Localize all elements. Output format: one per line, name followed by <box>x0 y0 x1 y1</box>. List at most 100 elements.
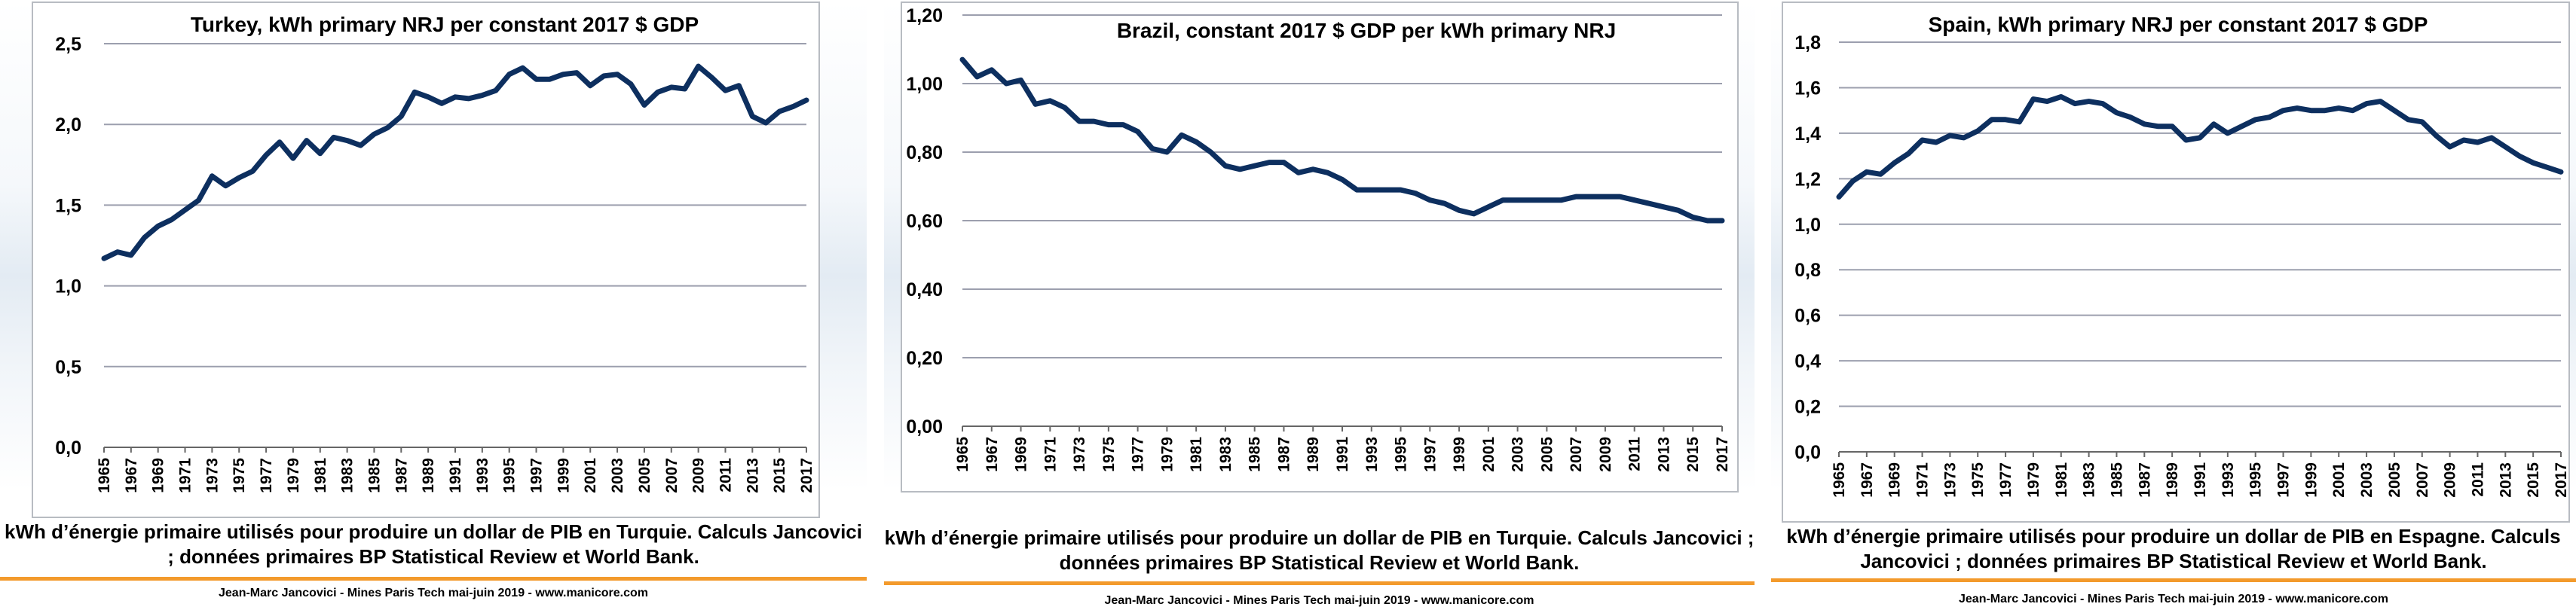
y-tick-label: 1,2 <box>1794 169 1821 190</box>
x-tick-label: 1981 <box>312 458 329 493</box>
y-tick-label: 1,4 <box>1794 124 1821 145</box>
x-tick-label: 2017 <box>2553 462 2570 498</box>
y-tick-label: 0,2 <box>1794 397 1821 418</box>
y-tick-label: 1,20 <box>906 5 943 26</box>
x-tick-label: 1999 <box>555 458 572 493</box>
chart-caption: kWh d’énergie primaire utilisés pour pro… <box>1786 525 2561 572</box>
x-tick-label: 2007 <box>1568 437 1585 472</box>
series-line <box>101 63 809 261</box>
x-tick-label: 1969 <box>150 458 167 493</box>
x-tick-label: 2003 <box>2358 462 2376 498</box>
x-tick-label: 1997 <box>2275 462 2293 498</box>
footer-credit: Jean-Marc Jancovici - Mines Paris Tech m… <box>219 587 648 599</box>
x-tick-label: 1991 <box>1334 437 1351 472</box>
chart-panel-turkey: 0,0 0,5 1,0 1,5 2,0 2,5 1965 1967 1969 1971 1973 19… <box>0 0 867 613</box>
chart-panel-spain: 0,0 0,2 0,4 0,6 0,8 1,0 1,2 1,4 1,6 1,8 1965 1967 19… <box>1771 0 2576 613</box>
x-tick-label: 2011 <box>1626 437 1644 471</box>
y-tick-label: 0,20 <box>906 348 943 369</box>
y-tick-label: 1,0 <box>1794 215 1821 236</box>
footer-credit: Jean-Marc Jancovici - Mines Paris Tech m… <box>1104 594 1534 607</box>
chart-title: Brazil, constant 2017 $ GDP per kWh prim… <box>1117 19 1616 42</box>
x-tick-label: 2015 <box>1684 437 1702 472</box>
chart-caption: kWh d’énergie primaire utilisés pour pro… <box>5 520 862 568</box>
line-chart-brazil: 0,00 0,20 0,40 0,60 0,80 1,00 1,20 1965 1967 1969… <box>906 5 1731 472</box>
y-tick-label: 2,5 <box>55 34 81 55</box>
y-tick-label: 0,4 <box>1794 351 1821 372</box>
y-tick-label: 0,0 <box>55 438 81 459</box>
x-tick-label: 2013 <box>744 458 761 493</box>
x-tick-label: 1965 <box>96 458 113 493</box>
x-tick-label: 1967 <box>984 437 1001 472</box>
x-tick-label: 1993 <box>1363 437 1381 472</box>
x-tick-label: 1999 <box>2302 462 2320 498</box>
y-tick-label: 0,80 <box>906 142 943 163</box>
x-tick-label: 2015 <box>2525 462 2542 498</box>
x-tick-label: 2009 <box>690 458 708 493</box>
x-tick-label: 1995 <box>1393 437 1410 472</box>
x-tick-label: 2009 <box>1597 437 1614 472</box>
x-tick-label: 2001 <box>1480 437 1498 472</box>
x-tick-label: 2013 <box>2497 462 2514 498</box>
y-tick-label: 0,60 <box>906 211 943 232</box>
x-tick-label: 1965 <box>954 437 971 472</box>
x-tick-label: 1981 <box>1188 437 1205 472</box>
line-chart-spain: 0,0 0,2 0,4 0,6 0,8 1,0 1,2 1,4 1,6 1,8 1965 1967 19… <box>1794 13 2570 498</box>
x-tick-label: 1983 <box>2081 462 2098 498</box>
x-tick-label: 1969 <box>1013 437 1030 472</box>
y-tick-label: 1,00 <box>906 74 943 95</box>
x-tick-label: 2005 <box>636 458 653 493</box>
x-tick-label: 2005 <box>2386 462 2403 498</box>
footer-rule <box>884 581 1755 585</box>
x-tick-label: 2015 <box>771 458 788 493</box>
x-tick-label: 2001 <box>582 458 599 493</box>
x-tick-label: 2003 <box>1510 437 1527 472</box>
chart-caption: kWh d’énergie primaire utilisés pour pro… <box>884 526 1755 574</box>
y-tick-label: 0,0 <box>1794 442 1821 463</box>
x-tick-label: 1981 <box>2053 462 2070 498</box>
x-tick-label: 1997 <box>528 458 546 493</box>
y-tick-label: 0,40 <box>906 279 943 300</box>
x-tick-label: 1987 <box>393 458 410 493</box>
x-tick-label: 1979 <box>1158 437 1176 472</box>
y-tick-label: 0,00 <box>906 416 943 438</box>
x-tick-label: 1973 <box>203 458 221 493</box>
x-tick-label: 2001 <box>2330 462 2348 498</box>
x-tick-label: 1971 <box>1914 462 1932 498</box>
x-tick-label: 1971 <box>177 458 194 493</box>
x-tick-label: 1985 <box>2108 462 2125 498</box>
x-tick-label: 1991 <box>447 458 464 493</box>
x-tick-label: 1991 <box>2192 462 2209 498</box>
y-tick-label: 1,0 <box>55 276 81 297</box>
x-tick-label: 1987 <box>2136 462 2153 498</box>
x-tick-label: 1967 <box>123 458 140 493</box>
y-tick-label: 1,8 <box>1794 32 1821 53</box>
x-tick-label: 2017 <box>1714 437 1731 472</box>
x-tick-label: 2013 <box>1655 437 1672 472</box>
y-tick-label: 0,5 <box>55 357 81 378</box>
x-tick-label: 2003 <box>609 458 626 493</box>
x-tick-label: 1985 <box>366 458 383 493</box>
x-tick-label: 1979 <box>285 458 302 493</box>
x-tick-label: 2007 <box>2414 462 2431 498</box>
x-tick-label: 1997 <box>1421 437 1439 472</box>
x-tick-label: 1971 <box>1042 437 1059 472</box>
y-tick-label: 1,6 <box>1794 78 1821 99</box>
series-line <box>1836 94 2564 200</box>
x-tick-label: 1973 <box>1071 437 1088 472</box>
chart-panel-brazil: 0,00 0,20 0,40 0,60 0,80 1,00 1,20 1965 1967 1969… <box>884 0 1755 613</box>
footer-rule <box>1771 578 2576 582</box>
x-tick-label: 2009 <box>2442 462 2459 498</box>
x-tick-label: 1999 <box>1451 437 1468 472</box>
x-tick-label: 1989 <box>1305 437 1322 472</box>
x-tick-label: 1989 <box>420 458 437 493</box>
x-tick-label: 1979 <box>2025 462 2042 498</box>
series-line <box>959 56 1725 224</box>
x-tick-label: 1975 <box>1100 437 1118 472</box>
x-tick-label: 1993 <box>2220 462 2237 498</box>
x-tick-label: 1977 <box>1130 437 1147 472</box>
x-tick-label: 1995 <box>2247 462 2265 498</box>
x-tick-label: 1983 <box>1217 437 1234 472</box>
footer-rule <box>0 577 867 581</box>
y-tick-label: 1,5 <box>55 195 81 216</box>
line-chart-turkey: 0,0 0,5 1,0 1,5 2,0 2,5 1965 1967 1969 1971 1973 19… <box>55 13 815 493</box>
